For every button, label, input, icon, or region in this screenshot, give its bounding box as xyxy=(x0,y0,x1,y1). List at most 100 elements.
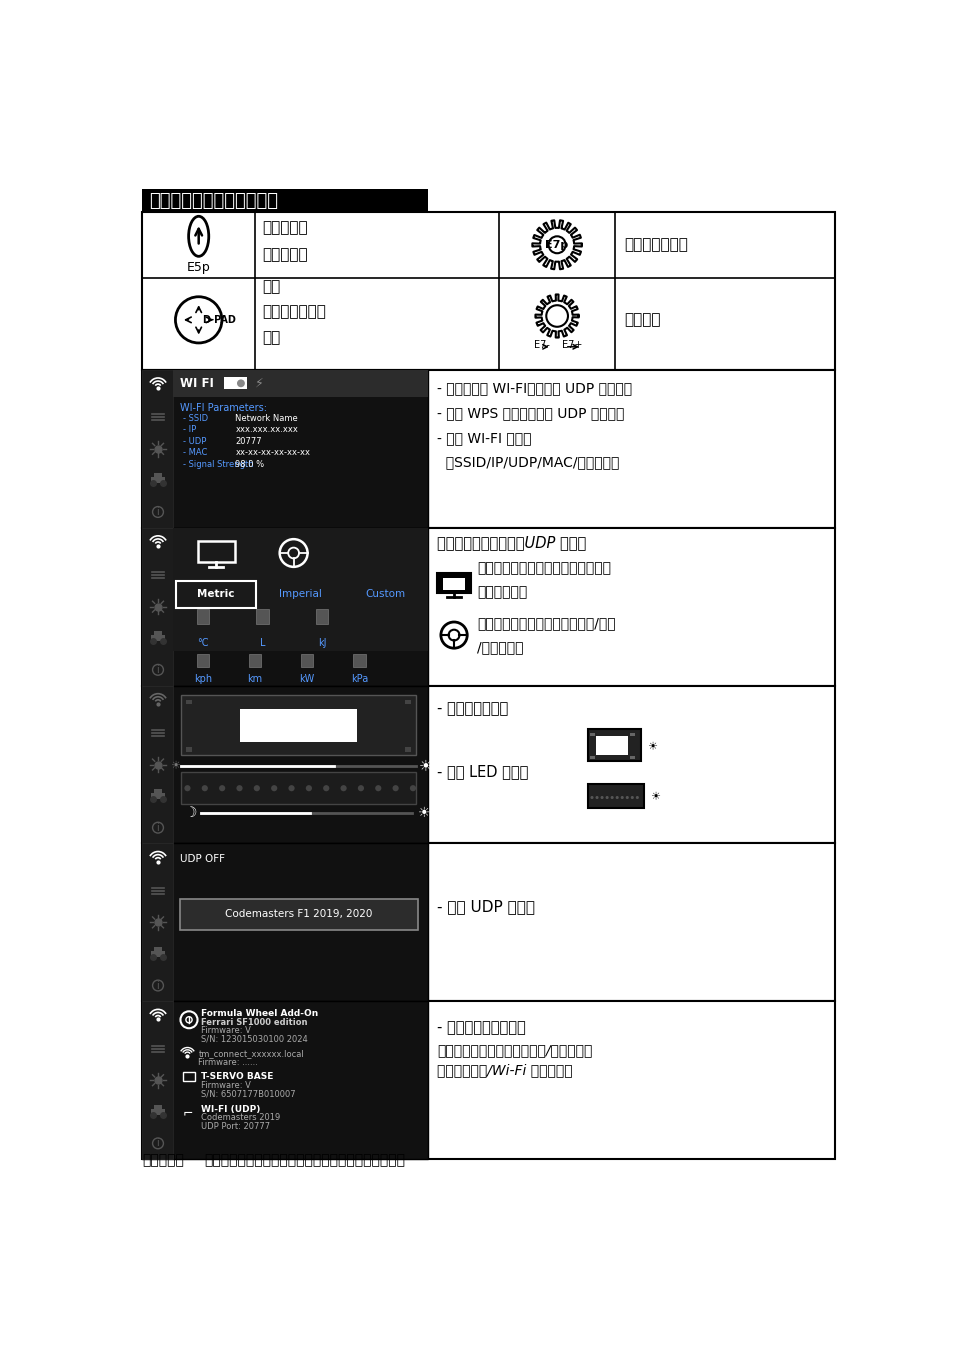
Bar xyxy=(179,899,418,930)
Bar xyxy=(154,946,162,950)
Text: ☀: ☀ xyxy=(418,759,432,774)
Ellipse shape xyxy=(236,786,242,791)
Text: i: i xyxy=(156,980,159,991)
Bar xyxy=(151,478,165,483)
Text: WI-FI (UDP): WI-FI (UDP) xyxy=(201,1104,260,1114)
Ellipse shape xyxy=(323,786,329,791)
Ellipse shape xyxy=(357,786,364,791)
Bar xyxy=(175,580,255,608)
Bar xyxy=(151,950,165,957)
Text: km: km xyxy=(247,674,262,683)
Text: ☀: ☀ xyxy=(417,806,430,821)
Text: - 使用 WPS 功能（适用于 UDP 游戏）。: - 使用 WPS 功能（适用于 UDP 游戏）。 xyxy=(436,406,623,420)
Text: tm_connect_xxxxxx.local: tm_connect_xxxxxx.local xyxy=(198,1049,304,1058)
Bar xyxy=(142,844,173,1002)
Text: L: L xyxy=(259,637,265,648)
Ellipse shape xyxy=(605,796,608,799)
Ellipse shape xyxy=(599,796,603,799)
Bar xyxy=(142,686,835,844)
Text: - 调整屏幕亮度。: - 调整屏幕亮度。 xyxy=(436,701,508,716)
Text: （所用盘面和底座的固件版本/所用盘面和: （所用盘面和底座的固件版本/所用盘面和 xyxy=(436,1044,592,1057)
Bar xyxy=(186,748,192,752)
Text: Firmware: V: Firmware: V xyxy=(201,1081,251,1089)
Text: - IP: - IP xyxy=(183,425,196,435)
Text: E5p: E5p xyxy=(187,262,211,274)
Bar xyxy=(186,699,192,705)
Text: °C: °C xyxy=(197,637,209,648)
Text: S/N: 123015030100 2024: S/N: 123015030100 2024 xyxy=(201,1034,308,1044)
Text: kPa: kPa xyxy=(351,674,368,683)
Text: Ferrari SF1000 edition: Ferrari SF1000 edition xyxy=(201,1018,308,1026)
Bar xyxy=(249,655,261,667)
Text: i: i xyxy=(156,508,159,517)
Text: Formula Wheel Add-On: Formula Wheel Add-On xyxy=(201,1008,318,1018)
Bar xyxy=(405,699,411,705)
Text: ⌐: ⌐ xyxy=(182,1107,193,1119)
Bar xyxy=(154,1104,162,1108)
Text: - Signal Strength: - Signal Strength xyxy=(183,460,253,468)
Bar xyxy=(590,733,595,736)
Bar xyxy=(142,370,835,528)
Bar xyxy=(181,695,416,755)
Text: - 显示 WI-FI 参数。: - 显示 WI-FI 参数。 xyxy=(436,431,531,444)
Text: D-PAD: D-PAD xyxy=(202,315,236,325)
Bar xyxy=(590,756,595,759)
Bar xyxy=(142,844,427,1002)
Ellipse shape xyxy=(548,236,565,254)
Text: Metric: Metric xyxy=(197,589,234,599)
Text: E7-: E7- xyxy=(533,340,549,350)
Bar xyxy=(142,1002,427,1160)
Bar xyxy=(142,528,173,686)
Text: ：手动更改要显示的单位（公制/英制
/自定义）。: ：手动更改要显示的单位（公制/英制 /自定义）。 xyxy=(476,616,616,653)
Text: - MAC: - MAC xyxy=(183,448,207,458)
Bar xyxy=(196,609,209,624)
Ellipse shape xyxy=(253,786,259,791)
Bar xyxy=(142,844,835,1002)
Ellipse shape xyxy=(410,786,416,791)
Text: xx-xx-xx-xx-xx-xx: xx-xx-xx-xx-xx-xx xyxy=(235,448,310,458)
Text: Firmware: V: Firmware: V xyxy=(201,1026,251,1035)
Text: 重要事项：: 重要事项： xyxy=(142,1153,184,1166)
Text: - 调整 LED 亮度。: - 调整 LED 亮度。 xyxy=(436,764,528,779)
Bar xyxy=(142,1002,173,1160)
Text: ⚡: ⚡ xyxy=(254,377,263,390)
Bar xyxy=(151,1108,165,1115)
Bar xyxy=(443,578,464,590)
Ellipse shape xyxy=(615,796,618,799)
Bar xyxy=(142,370,427,528)
Text: 98.0 %: 98.0 % xyxy=(235,460,264,468)
Ellipse shape xyxy=(175,297,222,343)
Text: S/N: 6507177B010007: S/N: 6507177B010007 xyxy=(201,1089,295,1098)
Bar xyxy=(151,792,165,799)
Bar xyxy=(196,655,209,667)
Polygon shape xyxy=(535,294,578,338)
Bar xyxy=(154,790,162,792)
Bar xyxy=(154,474,162,478)
Bar xyxy=(154,632,162,634)
Text: 屏幕显示管理：方向盘菜单: 屏幕显示管理：方向盘菜单 xyxy=(149,192,277,209)
Text: E7+: E7+ xyxy=(562,340,582,350)
Ellipse shape xyxy=(306,786,312,791)
Text: 20777: 20777 xyxy=(235,437,262,446)
Bar xyxy=(173,528,427,578)
Ellipse shape xyxy=(184,786,191,791)
Text: Firmware: ......: Firmware: ...... xyxy=(198,1057,258,1066)
Text: T-SERVO BASE: T-SERVO BASE xyxy=(201,1072,274,1081)
Text: ☀: ☀ xyxy=(170,761,180,771)
Text: - 显示赛车方向盘参数: - 显示赛车方向盘参数 xyxy=(436,1021,525,1035)
Text: WI FI: WI FI xyxy=(179,377,213,390)
Ellipse shape xyxy=(288,786,294,791)
Bar xyxy=(142,686,427,844)
Text: 底座的序列号/Wi-Fi 状态等）。: 底座的序列号/Wi-Fi 状态等）。 xyxy=(436,1062,572,1077)
Ellipse shape xyxy=(340,786,346,791)
Bar xyxy=(142,189,427,212)
Text: - 选择 UDP 游戏。: - 选择 UDP 游戏。 xyxy=(436,899,535,914)
Bar xyxy=(353,655,365,667)
Text: 验证或更改参数: 验证或更改参数 xyxy=(624,238,688,252)
Text: Codemasters 2019: Codemasters 2019 xyxy=(201,1112,280,1122)
Bar xyxy=(256,609,269,624)
Text: i: i xyxy=(156,664,159,675)
Text: ☀: ☀ xyxy=(646,743,657,752)
Text: UDP Port: 20777: UDP Port: 20777 xyxy=(201,1122,271,1130)
Text: 导航
（在方向盘菜单
中）: 导航 （在方向盘菜单 中） xyxy=(262,279,326,346)
